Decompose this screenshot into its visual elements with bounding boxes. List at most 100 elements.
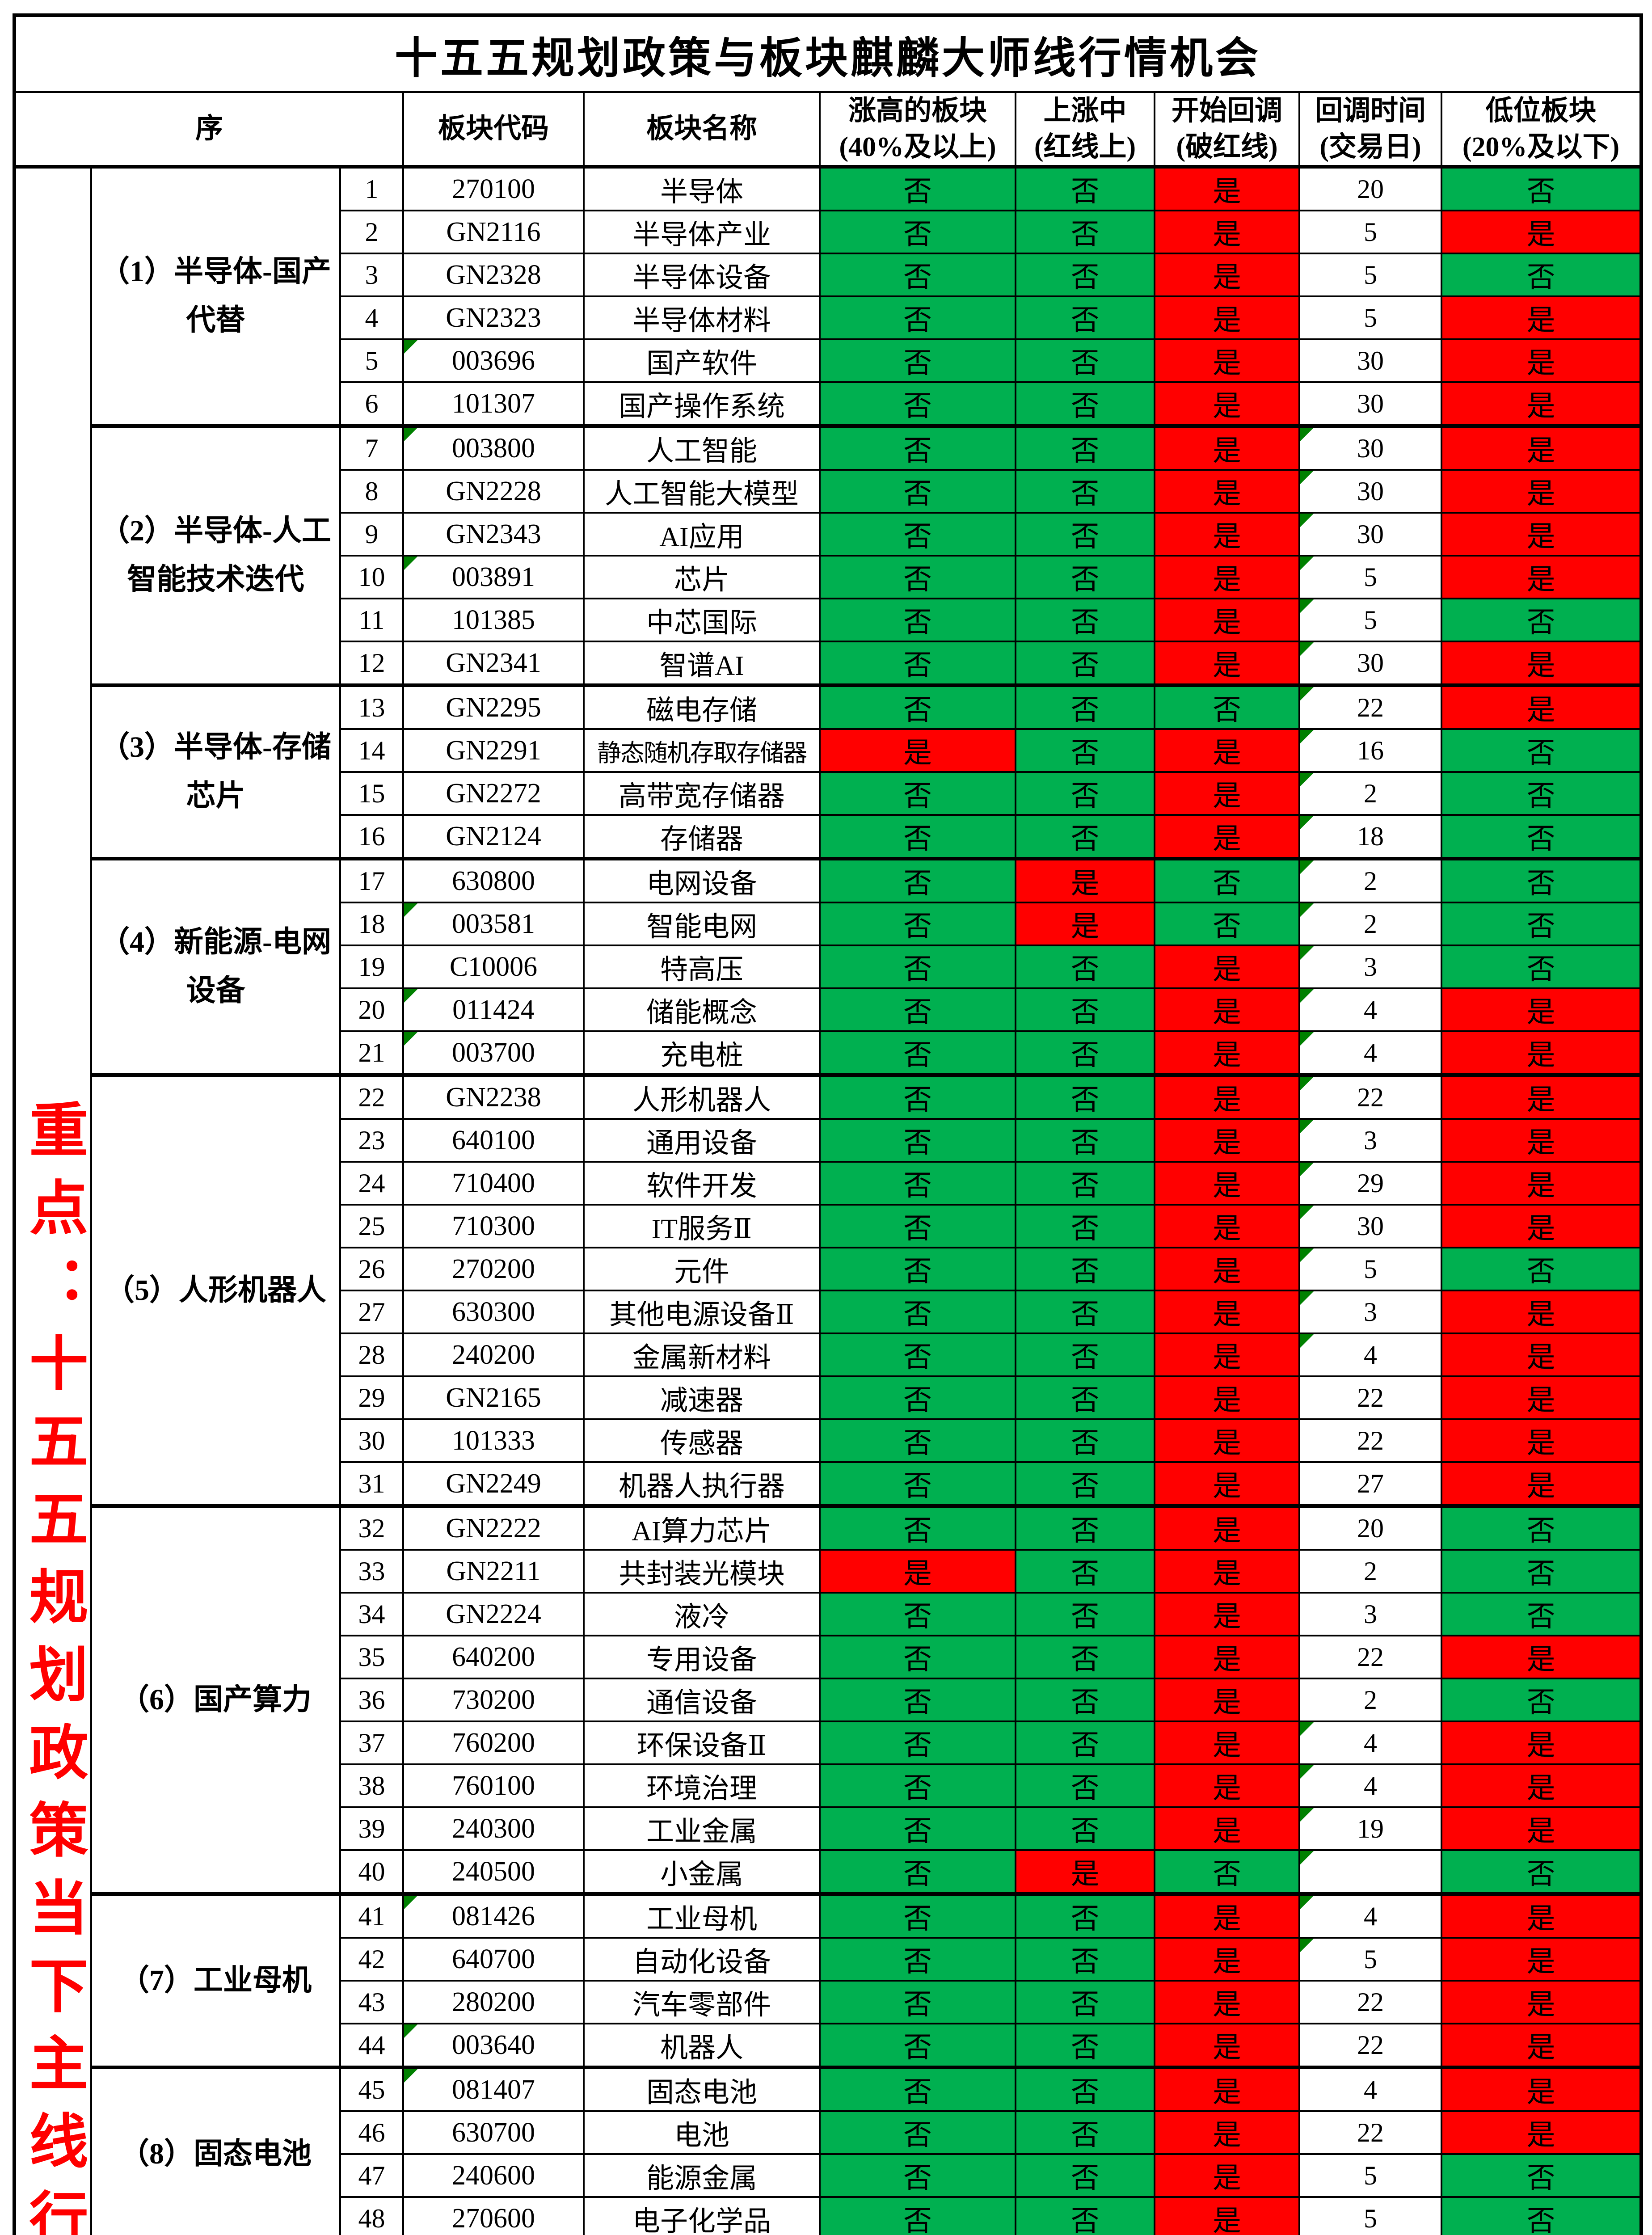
cell-sector-code[interactable]: 270100 (402, 165, 585, 212)
cell-high-status[interactable]: 否 (819, 253, 1016, 298)
cell-pullback-days[interactable]: 3 (1298, 1592, 1442, 1637)
cell-high-status[interactable]: 否 (819, 1678, 1016, 1723)
cell-pullback-days[interactable]: 19 (1298, 1806, 1442, 1851)
cell-rising-status[interactable]: 否 (1015, 381, 1155, 427)
cell-pullback-status[interactable]: 否 (1154, 1849, 1300, 1895)
cell-sector-code[interactable]: GN2291 (402, 728, 585, 773)
cell-rising-status[interactable]: 否 (1015, 2023, 1155, 2069)
cell-low-status[interactable]: 否 (1440, 2153, 1643, 2198)
cell-sector-code[interactable]: 240600 (402, 2153, 585, 2198)
cell-rising-status[interactable]: 否 (1015, 1678, 1155, 1723)
cell-high-status[interactable]: 否 (819, 2196, 1016, 2235)
cell-row-number[interactable]: 41 (339, 1892, 404, 1939)
cell-rising-status[interactable]: 否 (1015, 1549, 1155, 1594)
cell-sector-code[interactable]: GN2238 (402, 1073, 585, 1120)
cell-high-status[interactable]: 否 (819, 1504, 1016, 1551)
cell-pullback-status[interactable]: 是 (1154, 814, 1300, 860)
cell-row-number[interactable]: 37 (339, 1721, 404, 1766)
cell-row-number[interactable]: 30 (339, 1418, 404, 1463)
cell-high-status[interactable]: 是 (819, 728, 1016, 773)
cell-row-number[interactable]: 33 (339, 1549, 404, 1594)
cell-high-status[interactable]: 否 (819, 512, 1016, 557)
cell-pullback-status[interactable]: 是 (1154, 381, 1300, 427)
cell-pullback-status[interactable]: 是 (1154, 1721, 1300, 1766)
cell-row-number[interactable]: 18 (339, 902, 404, 947)
cell-low-status[interactable]: 是 (1440, 1980, 1643, 2025)
col-header-pullback[interactable]: 开始回调 (破红线) (1154, 91, 1300, 169)
cell-pullback-days[interactable]: 2 (1298, 902, 1442, 947)
cell-row-number[interactable]: 3 (339, 253, 404, 298)
cell-pullback-days[interactable]: 4 (1298, 987, 1442, 1033)
cell-pullback-status[interactable]: 是 (1154, 1806, 1300, 1851)
cell-high-status[interactable]: 否 (819, 338, 1016, 384)
col-header-code[interactable]: 板块代码 (402, 91, 585, 169)
cell-sector-code[interactable]: C10006 (402, 945, 585, 990)
col-header-name[interactable]: 板块名称 (583, 91, 821, 169)
cell-sector-name[interactable]: 半导体产业 (583, 210, 821, 255)
cell-row-number[interactable]: 25 (339, 1204, 404, 1249)
cell-high-status[interactable]: 否 (819, 1118, 1016, 1163)
cell-pullback-days[interactable]: 3 (1298, 1118, 1442, 1163)
cell-pullback-status[interactable]: 是 (1154, 1290, 1300, 1335)
cell-low-status[interactable]: 是 (1440, 2023, 1643, 2069)
cell-sector-code[interactable]: GN2124 (402, 814, 585, 860)
cell-low-status[interactable]: 否 (1440, 902, 1643, 947)
cell-pullback-days[interactable]: 30 (1298, 424, 1442, 471)
cell-pullback-status[interactable]: 是 (1154, 2153, 1300, 2198)
cell-sector-code[interactable]: 003800 (402, 424, 585, 471)
cell-low-status[interactable]: 否 (1440, 598, 1643, 643)
cell-row-number[interactable]: 5 (339, 338, 404, 384)
cell-pullback-status[interactable]: 是 (1154, 1549, 1300, 1594)
cell-rising-status[interactable]: 否 (1015, 1937, 1155, 1982)
cell-sector-code[interactable]: GN2222 (402, 1504, 585, 1551)
cell-low-status[interactable]: 是 (1440, 338, 1643, 384)
cell-sector-name[interactable]: 传感器 (583, 1418, 821, 1463)
side-note-cell[interactable]: 重点：十五五规划政策当下主线行业 (13, 165, 92, 2235)
cell-low-status[interactable]: 是 (1440, 1030, 1643, 1076)
cell-pullback-days[interactable]: 5 (1298, 295, 1442, 341)
cell-sector-name[interactable]: 液冷 (583, 1592, 821, 1637)
group-label-cell[interactable]: （6）国产算力 (90, 1504, 341, 1895)
cell-sector-name[interactable]: 自动化设备 (583, 1937, 821, 1982)
cell-row-number[interactable]: 24 (339, 1161, 404, 1206)
cell-rising-status[interactable]: 否 (1015, 1375, 1155, 1421)
cell-low-status[interactable]: 是 (1440, 295, 1643, 341)
cell-pullback-days[interactable]: 4 (1298, 2066, 1442, 2113)
cell-row-number[interactable]: 27 (339, 1290, 404, 1335)
cell-low-status[interactable]: 是 (1440, 381, 1643, 427)
cell-rising-status[interactable]: 否 (1015, 1118, 1155, 1163)
cell-low-status[interactable]: 是 (1440, 683, 1643, 730)
cell-rising-status[interactable]: 否 (1015, 814, 1155, 860)
group-label-cell[interactable]: （5）人形机器人 (90, 1073, 341, 1507)
cell-sector-name[interactable]: 国产操作系统 (583, 381, 821, 427)
cell-sector-name[interactable]: 智谱AI (583, 641, 821, 687)
cell-rising-status[interactable]: 否 (1015, 1461, 1155, 1507)
cell-sector-code[interactable]: 270600 (402, 2196, 585, 2235)
cell-sector-code[interactable]: 640700 (402, 1937, 585, 1982)
cell-rising-status[interactable]: 否 (1015, 1333, 1155, 1378)
cell-sector-name[interactable]: 软件开发 (583, 1161, 821, 1206)
cell-sector-code[interactable]: 003696 (402, 338, 585, 384)
cell-low-status[interactable]: 否 (1440, 165, 1643, 212)
cell-pullback-status[interactable]: 是 (1154, 1204, 1300, 1249)
cell-sector-code[interactable]: 760200 (402, 1721, 585, 1766)
cell-sector-name[interactable]: 环境治理 (583, 1763, 821, 1809)
cell-low-status[interactable]: 是 (1440, 1333, 1643, 1378)
cell-pullback-days[interactable]: 30 (1298, 512, 1442, 557)
cell-sector-name[interactable]: 电子化学品 (583, 2196, 821, 2235)
cell-high-status[interactable]: 否 (819, 1161, 1016, 1206)
cell-row-number[interactable]: 32 (339, 1504, 404, 1551)
cell-low-status[interactable]: 是 (1440, 1161, 1643, 1206)
cell-low-status[interactable]: 否 (1440, 1504, 1643, 1551)
cell-pullback-days[interactable] (1298, 1849, 1442, 1895)
cell-pullback-days[interactable]: 3 (1298, 945, 1442, 990)
cell-sector-name[interactable]: 磁电存储 (583, 683, 821, 730)
cell-sector-code[interactable]: 630300 (402, 1290, 585, 1335)
cell-row-number[interactable]: 46 (339, 2110, 404, 2155)
cell-rising-status[interactable]: 否 (1015, 1806, 1155, 1851)
cell-sector-name[interactable]: 半导体材料 (583, 295, 821, 341)
cell-row-number[interactable]: 9 (339, 512, 404, 557)
cell-low-status[interactable]: 否 (1440, 728, 1643, 773)
cell-sector-code[interactable]: 730200 (402, 1678, 585, 1723)
cell-high-status[interactable]: 否 (819, 641, 1016, 687)
